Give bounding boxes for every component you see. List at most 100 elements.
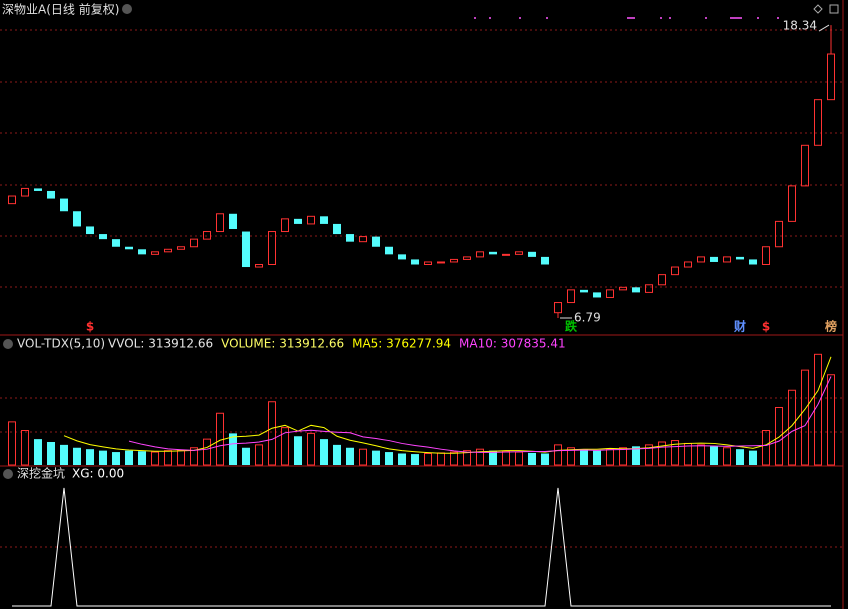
candle	[788, 185, 796, 222]
ma-line	[128, 376, 832, 453]
volume-bar	[60, 444, 68, 465]
candle	[307, 215, 315, 225]
dot	[757, 17, 759, 19]
volume-bar	[8, 421, 16, 466]
volume-bar	[99, 450, 107, 465]
volume-bar	[567, 447, 575, 466]
volume-bar	[723, 447, 731, 466]
top-dots	[474, 17, 779, 19]
candle	[489, 251, 497, 255]
candle	[151, 251, 159, 255]
candle	[697, 256, 705, 263]
menu-icon[interactable]	[122, 4, 132, 14]
dot	[546, 17, 548, 19]
volume-bar	[359, 448, 367, 466]
candle	[528, 251, 536, 257]
toolbar-icon[interactable]	[813, 4, 823, 14]
dot	[660, 17, 662, 19]
volume-bar	[554, 444, 562, 466]
volume-bar	[151, 451, 159, 466]
volume-bar	[658, 441, 666, 466]
volume-bar	[541, 453, 549, 465]
volume-bar	[827, 374, 835, 466]
volume-bar	[489, 450, 497, 465]
candle	[164, 248, 172, 253]
volume-bar	[294, 436, 302, 465]
volume-bar	[372, 450, 380, 465]
volume-bar	[138, 451, 146, 465]
dot	[705, 17, 707, 19]
dot	[669, 17, 671, 19]
volume-bar	[307, 432, 315, 466]
candle	[424, 261, 432, 265]
menu-icon[interactable]	[3, 469, 13, 479]
volume-bar	[775, 407, 783, 466]
candle	[216, 213, 224, 233]
candle	[177, 246, 185, 250]
candle	[775, 220, 783, 248]
volume-bar	[697, 444, 705, 466]
candle	[619, 286, 627, 291]
candle	[8, 195, 16, 205]
event-marker: $	[762, 320, 770, 334]
candle	[281, 218, 289, 233]
candle	[411, 259, 419, 265]
candle	[606, 289, 614, 298]
volume-bar	[450, 451, 458, 466]
event-marker: $	[86, 320, 94, 334]
low-label: 6.79	[574, 311, 601, 325]
candle	[73, 211, 81, 227]
candle	[112, 239, 120, 247]
candle	[47, 190, 55, 199]
candle	[632, 287, 640, 293]
volume-bar	[281, 427, 289, 466]
dot	[519, 17, 521, 19]
price-grid	[0, 29, 843, 548]
event-marker: 跌	[565, 319, 578, 334]
legend-entry: VOLUME: 313912.66	[221, 337, 344, 351]
toolbar-icon[interactable]	[829, 4, 839, 14]
candle	[372, 236, 380, 247]
candle	[710, 256, 718, 262]
volume-bar	[476, 448, 484, 466]
candle	[749, 259, 757, 265]
volume-bar	[502, 450, 510, 466]
candle	[99, 234, 107, 240]
menu-icon[interactable]	[3, 339, 13, 349]
candle	[684, 261, 692, 268]
high-label: 18.34	[783, 19, 817, 33]
volume-bar	[203, 438, 211, 466]
volume-bar	[710, 446, 718, 465]
volume-bar	[671, 440, 679, 466]
volume-bar	[463, 450, 471, 466]
volume-bar	[164, 450, 172, 466]
volume-bar	[801, 369, 809, 466]
volume-bar	[580, 449, 588, 465]
volume-bar	[736, 449, 744, 465]
event-marker: 财	[733, 319, 746, 334]
chart-title: 深物业A(日线 前复权)	[2, 2, 119, 17]
volume-bar	[749, 450, 757, 465]
dot	[627, 17, 635, 19]
candle	[346, 234, 354, 242]
volume-bar	[606, 448, 614, 466]
candle	[801, 144, 809, 187]
candle	[125, 246, 133, 250]
volume-bar	[411, 454, 419, 465]
candle	[320, 216, 328, 224]
candle	[593, 292, 601, 298]
candle	[463, 256, 471, 260]
candle	[34, 188, 42, 191]
candle	[580, 289, 588, 293]
xg-line	[12, 487, 831, 607]
volume-bar	[528, 452, 536, 465]
high-arrow	[818, 24, 830, 32]
candle	[86, 226, 94, 235]
candle	[541, 256, 549, 265]
candle	[450, 258, 458, 263]
candle	[671, 266, 679, 276]
dot	[489, 17, 491, 19]
volume-bar	[762, 430, 770, 466]
dot	[730, 17, 742, 19]
